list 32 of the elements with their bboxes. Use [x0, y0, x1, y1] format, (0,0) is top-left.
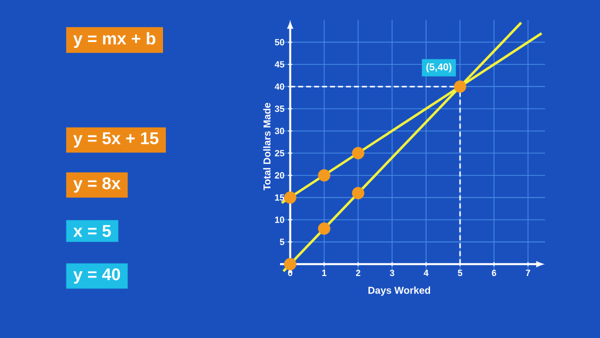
point — [318, 222, 330, 235]
point — [352, 146, 364, 160]
y-tick-label: 5 — [280, 238, 284, 246]
x-tick-label: 4 — [424, 270, 429, 276]
text: y = 40 — [73, 268, 120, 284]
point — [318, 169, 330, 182]
annotation: (5,40) — [426, 63, 452, 72]
x-tick-label: 2 — [356, 270, 360, 276]
y-tick-label: 35 — [274, 106, 284, 112]
y-tick-label: 10 — [275, 216, 284, 223]
y-tick-label: 45 — [274, 61, 284, 68]
point — [284, 191, 296, 204]
point — [284, 258, 296, 270]
y-tick-label: 15 — [275, 194, 284, 201]
x-tick-label: 7 — [526, 270, 530, 276]
text: y = 5x + 15 — [73, 132, 158, 148]
text: y = mx + b — [73, 32, 156, 48]
y-tick-label: 50 — [274, 39, 284, 46]
text: x = 5 — [73, 225, 111, 237]
x-tick-label: 5 — [458, 270, 462, 276]
y-tick-label: 30 — [274, 128, 284, 134]
y-axis-title: Total Dollars Made — [263, 102, 271, 190]
y-tick-label: 25 — [274, 150, 284, 156]
x-tick-label: 6 — [492, 270, 496, 276]
point — [454, 80, 466, 93]
text: y = 8x — [73, 177, 121, 193]
x-axis-title: Days Worked — [368, 286, 430, 296]
y-tick-label: 40 — [274, 83, 284, 90]
x-tick-label: 1 — [322, 270, 326, 276]
point — [352, 186, 364, 200]
x-tick-label: 3 — [390, 270, 394, 276]
y-tick-label: 20 — [274, 172, 284, 179]
